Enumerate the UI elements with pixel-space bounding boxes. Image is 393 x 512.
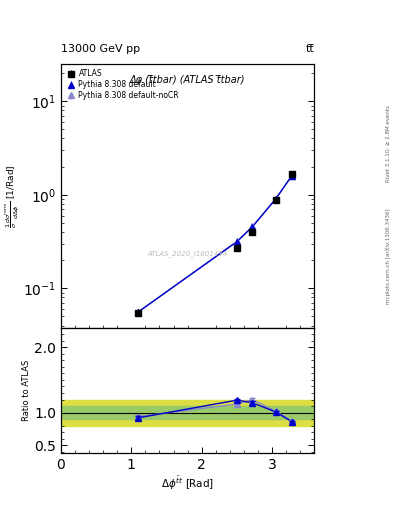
Y-axis label: Ratio to ATLAS: Ratio to ATLAS <box>22 360 31 421</box>
Text: mcplots.cern.ch [arXiv:1306.3436]: mcplots.cern.ch [arXiv:1306.3436] <box>386 208 391 304</box>
Bar <box>61 399 314 425</box>
Y-axis label: $\frac{1}{\sigma}\frac{d\sigma^{norm}}{d\Delta\phi}$ [1/Rad]: $\frac{1}{\sigma}\frac{d\sigma^{norm}}{d… <box>4 164 22 227</box>
Legend: ATLAS, Pythia 8.308 default, Pythia 8.308 default-noCR: ATLAS, Pythia 8.308 default, Pythia 8.30… <box>65 68 181 102</box>
X-axis label: $\Delta\phi^{\bar{t}t}$ [Rad]: $\Delta\phi^{\bar{t}t}$ [Rad] <box>161 475 214 492</box>
Text: Rivet 3.1.10; ≥ 2.8M events: Rivet 3.1.10; ≥ 2.8M events <box>386 105 391 182</box>
Text: Δφ (t̅tbar) (ATLAS t̅tbar): Δφ (t̅tbar) (ATLAS t̅tbar) <box>130 75 245 84</box>
Text: ATLAS_2020_I1801434: ATLAS_2020_I1801434 <box>147 250 228 257</box>
Text: 13000 GeV pp: 13000 GeV pp <box>61 44 140 54</box>
Bar <box>61 406 314 419</box>
Text: tt̅: tt̅ <box>306 44 314 54</box>
